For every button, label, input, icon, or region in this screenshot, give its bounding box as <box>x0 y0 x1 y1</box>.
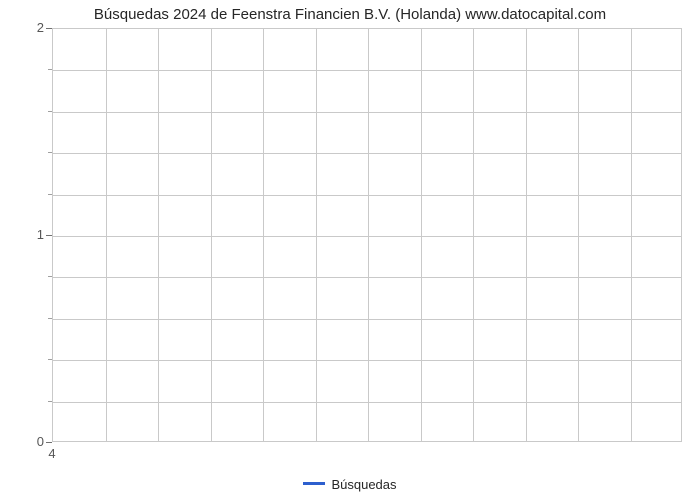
legend-swatch <box>303 482 325 485</box>
chart-title: Búsquedas 2024 de Feenstra Financien B.V… <box>0 6 700 23</box>
chart-container: Búsquedas 2024 de Feenstra Financien B.V… <box>0 0 700 500</box>
plot-area <box>52 28 682 442</box>
y-tick-label: 1 <box>14 227 44 242</box>
y-tick-label: 2 <box>14 20 44 35</box>
legend: Búsquedas <box>0 476 700 492</box>
legend-label: Búsquedas <box>331 477 396 492</box>
x-tick-label: 4 <box>42 446 62 461</box>
y-tick-label: 0 <box>14 434 44 449</box>
